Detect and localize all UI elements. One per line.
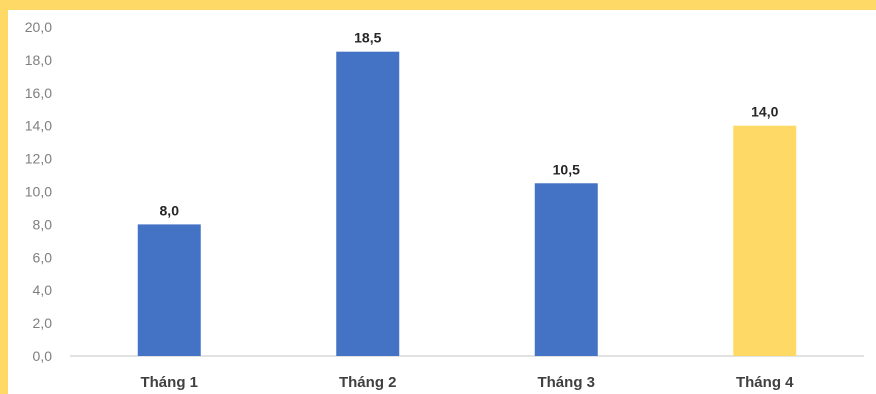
- y-tick-label: 0,0: [33, 348, 53, 364]
- data-labels: 8,0 18,5 10,5 14,0: [160, 30, 779, 219]
- data-label-4: 14,0: [751, 104, 778, 120]
- bar-1: [137, 224, 201, 356]
- bar-4: [733, 125, 797, 356]
- y-axis-ticks: 0,0 2,0 4,0 6,0 8,0 10,0 12,0 14,0 16,0 18,0 20,0: [25, 19, 52, 364]
- data-label-1: 8,0: [160, 202, 180, 218]
- category-label-4: Tháng 4: [736, 374, 794, 391]
- y-tick-label: 6,0: [33, 249, 53, 265]
- data-label-3: 10,5: [553, 161, 580, 177]
- y-tick-label: 20,0: [25, 19, 52, 35]
- category-labels: Tháng 1 Tháng 2 Tháng 3 Tháng 4: [140, 374, 794, 391]
- y-tick-label: 18,0: [25, 52, 52, 68]
- category-label-3: Tháng 3: [537, 374, 595, 391]
- y-tick-label: 8,0: [33, 216, 53, 232]
- y-tick-label: 4,0: [33, 282, 53, 298]
- category-label-2: Tháng 2: [339, 374, 397, 391]
- y-tick-label: 10,0: [25, 184, 52, 200]
- bars: [137, 51, 797, 357]
- bar-2: [336, 51, 400, 357]
- category-label-1: Tháng 1: [140, 374, 198, 391]
- bar-3: [534, 183, 598, 356]
- y-tick-label: 12,0: [25, 151, 52, 167]
- data-label-2: 18,5: [354, 30, 381, 46]
- bar-chart: 0,02,04,06,08,010,012,014,016,018,020,0 …: [25, 19, 864, 391]
- y-tick-label: 2,0: [33, 315, 53, 331]
- y-tick-label: 16,0: [25, 85, 52, 101]
- y-tick-label: 14,0: [25, 118, 52, 134]
- chart-frame: 0,0 2,0 4,0 6,0 8,0 10,0 12,0 14,0 16,0 18,0 20,0 …: [8, 10, 876, 394]
